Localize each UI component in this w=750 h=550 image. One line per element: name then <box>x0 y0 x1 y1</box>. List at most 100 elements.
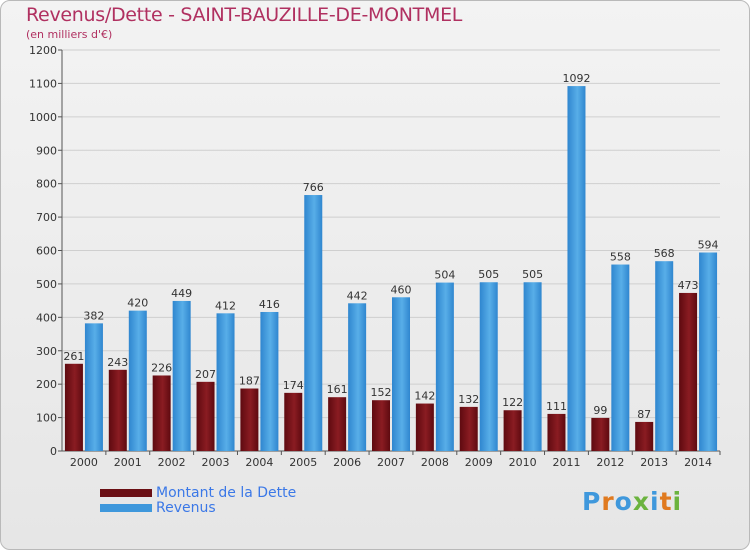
data-label-revenus: 382 <box>83 309 104 322</box>
data-label-revenus: 442 <box>347 289 368 302</box>
bars <box>64 86 718 451</box>
x-tick-label: 2002 <box>158 456 186 469</box>
logo-letter: o <box>614 487 633 516</box>
bar-revenus <box>611 264 630 451</box>
data-label-dette: 152 <box>371 386 392 399</box>
x-tick-label: 2000 <box>70 456 98 469</box>
data-label-dette: 473 <box>678 279 699 292</box>
x-tick-label: 2003 <box>202 456 230 469</box>
logo-letter: i <box>672 487 683 516</box>
data-label-revenus: 1092 <box>562 72 590 85</box>
x-tick-label: 2012 <box>596 456 624 469</box>
data-labels: 261 382 243 420 226 449 207 412 187 416 174 766 161 4… <box>63 72 718 421</box>
bar-revenus <box>84 323 103 451</box>
x-tick-label: 2014 <box>684 456 712 469</box>
y-tick-label: 700 <box>36 211 57 224</box>
data-label-revenus: 420 <box>127 297 148 310</box>
x-tick-label: 2004 <box>245 456 273 469</box>
data-label-revenus: 594 <box>698 239 719 252</box>
data-label-dette: 122 <box>502 396 523 409</box>
data-label-revenus: 449 <box>171 287 192 300</box>
bar-dette <box>284 392 303 451</box>
y-tick-label: 1000 <box>29 111 57 124</box>
y-tick-label: 900 <box>36 144 57 157</box>
grid <box>62 49 720 452</box>
bar-dette <box>591 417 610 451</box>
data-label-dette: 142 <box>414 390 435 403</box>
bar-dette <box>459 406 478 451</box>
data-label-dette: 99 <box>593 404 607 417</box>
x-tick-label: 2009 <box>465 456 493 469</box>
y-tick-label: 200 <box>36 378 57 391</box>
x-tick-label: 2007 <box>377 456 405 469</box>
data-label-dette: 174 <box>283 379 304 392</box>
y-tick-label: 300 <box>36 345 57 358</box>
x-tick-label: 2001 <box>114 456 142 469</box>
bar-dette <box>328 397 347 451</box>
bar-revenus <box>172 300 191 451</box>
data-label-revenus: 505 <box>522 268 543 281</box>
logo-letter: i <box>650 487 660 516</box>
bar-revenus <box>304 195 323 451</box>
y-tick-label: 0 <box>50 445 57 458</box>
proxiti-logo: Proxiti <box>582 487 682 516</box>
x-tick-label: 2006 <box>333 456 361 469</box>
bar-dette <box>679 292 698 451</box>
x-tick-label: 2010 <box>509 456 537 469</box>
x-tick-label: 2005 <box>289 456 317 469</box>
bar-revenus <box>655 261 674 451</box>
bar-dette <box>547 413 566 451</box>
data-label-dette: 261 <box>63 350 84 363</box>
bar-revenus <box>479 282 498 451</box>
logo-letter: t <box>659 487 673 516</box>
logo-letter: r <box>601 487 615 516</box>
bar-revenus <box>348 303 367 451</box>
bar-dette <box>64 363 83 451</box>
bar-dette <box>503 410 522 451</box>
bar-dette <box>152 375 171 451</box>
data-label-revenus: 412 <box>215 299 236 312</box>
data-label-dette: 226 <box>151 361 172 374</box>
bar-dette <box>240 388 259 451</box>
chart-subtitle: (en milliers d'€) <box>26 28 113 41</box>
legend-label-revenus: Revenus <box>156 500 216 516</box>
x-tick-label: 2011 <box>552 456 580 469</box>
bar-dette <box>372 400 390 451</box>
data-label-dette: 87 <box>637 408 651 421</box>
y-tick-label: 1200 <box>29 44 57 57</box>
data-label-dette: 111 <box>546 400 567 413</box>
data-label-revenus: 568 <box>654 247 675 260</box>
chart-title: Revenus/Dette - SAINT-BAUZILLE-DE-MONTME… <box>26 4 463 26</box>
bar-dette <box>196 381 215 451</box>
x-tick-label: 2013 <box>640 456 668 469</box>
data-label-revenus: 416 <box>259 298 280 311</box>
logo-letter: x <box>632 487 650 516</box>
data-label-revenus: 505 <box>478 268 499 281</box>
bar-revenus <box>435 282 454 451</box>
data-label-revenus: 766 <box>303 181 324 194</box>
bar-revenus <box>128 310 147 451</box>
x-tick-label: 2008 <box>421 456 449 469</box>
bar-dette <box>635 421 654 451</box>
data-label-dette: 207 <box>195 368 216 381</box>
bar-revenus <box>392 297 410 451</box>
legend-swatch-revenus <box>100 504 152 512</box>
bar-revenus <box>216 313 235 451</box>
data-label-dette: 161 <box>327 383 348 396</box>
logo-letter: P <box>582 487 602 516</box>
y-tick-label: 600 <box>36 245 57 258</box>
axes: 0 100 200 300 400 500 600 700 800 900 1000 1100 1200… <box>29 44 721 469</box>
data-label-dette: 243 <box>107 356 128 369</box>
data-label-dette: 187 <box>239 375 260 388</box>
legend-swatch-dette <box>100 489 152 497</box>
bar-dette <box>108 369 127 451</box>
data-label-revenus: 558 <box>610 251 631 264</box>
data-label-dette: 132 <box>458 393 479 406</box>
bar-revenus <box>260 311 279 451</box>
data-label-revenus: 460 <box>391 283 412 296</box>
legend-label-dette: Montant de la Dette <box>156 485 297 501</box>
y-tick-label: 400 <box>36 311 57 324</box>
bar-revenus <box>567 86 586 451</box>
y-tick-label: 1100 <box>29 77 57 90</box>
